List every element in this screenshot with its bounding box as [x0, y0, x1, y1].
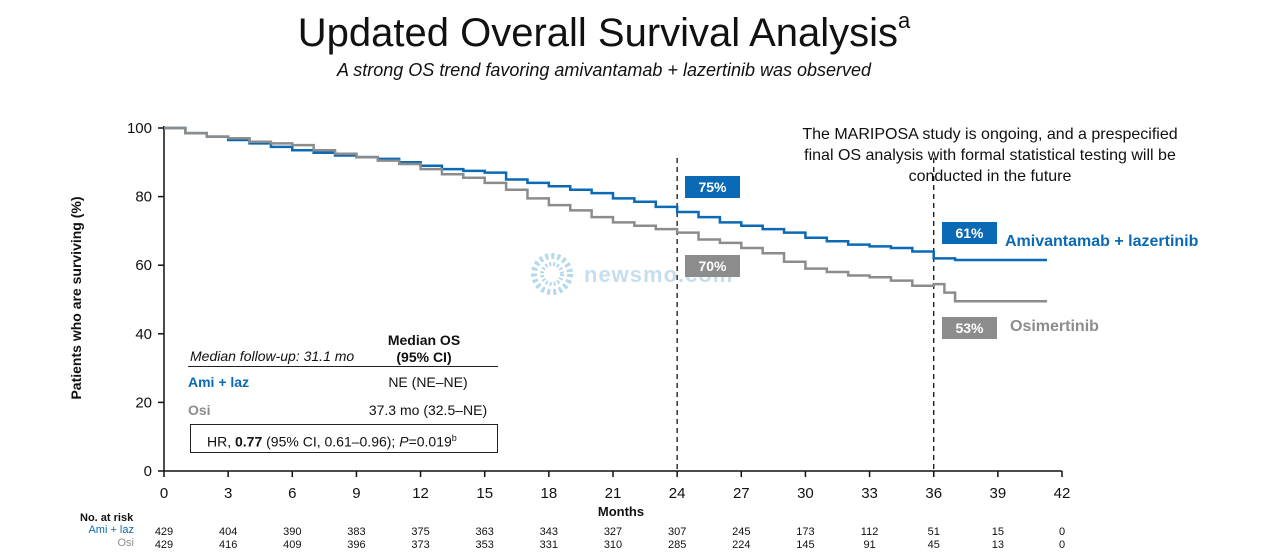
badge-ami-36: 61%: [942, 222, 997, 244]
risk-value-osi: 373: [411, 539, 429, 551]
badge-ami-24: 75%: [685, 176, 740, 198]
watermark-logo-icon: [531, 253, 573, 295]
x-tick-label: 33: [861, 485, 878, 502]
risk-value-osi: 285: [668, 539, 686, 551]
risk-value-osi: 0: [1059, 539, 1065, 551]
risk-name-ami: Ami + laz: [88, 524, 134, 536]
x-tick-label: 27: [733, 485, 750, 502]
risk-value-osi: 310: [604, 539, 622, 551]
slide-subtitle: A strong OS trend favoring amivantamab +…: [336, 60, 872, 80]
risk-value-osi: 409: [283, 539, 301, 551]
y-axis-label: Patients who are surviving (%): [68, 196, 84, 400]
x-tick-label: 42: [1054, 485, 1071, 502]
hr-value: 0.77: [235, 433, 263, 450]
slide-title: Updated Overall Survival Analysisa: [0, 8, 1208, 56]
risk-value-ami: 0: [1059, 526, 1065, 538]
risk-value-ami: 375: [411, 526, 429, 538]
series-line-osi: [164, 126, 1048, 303]
risk-table-values: 429 404 390 383 375 363 343 327 307 245 173 112 51 15…: [155, 526, 1065, 551]
median-os-header: Median OS (95% CI): [374, 332, 474, 366]
risk-value-ami: 343: [540, 526, 558, 538]
risk-value-ami: 15: [992, 526, 1004, 538]
x-tick-label: 30: [797, 485, 814, 502]
y-tick-label: 0: [144, 463, 152, 480]
risk-value-ami: 390: [283, 526, 301, 538]
p-label: P: [399, 433, 409, 450]
risk-value-ami: 112: [861, 526, 879, 538]
x-tick-label: 39: [990, 485, 1007, 502]
x-axis-label: Months: [598, 504, 644, 519]
risk-value-osi: 45: [928, 539, 940, 551]
legend-ami: Amivantamab + lazertinib: [1005, 233, 1199, 250]
row-label-ami: Ami + laz: [188, 374, 250, 390]
risk-value-osi: 224: [732, 539, 750, 551]
x-tick-label: 3: [224, 485, 232, 502]
risk-value-osi: 429: [155, 539, 173, 551]
badge-osi-36: 53%: [942, 317, 997, 339]
row-value-ami: NE (NE–NE): [388, 374, 468, 390]
risk-value-ami: 245: [732, 526, 750, 538]
title-footnote-marker: a: [898, 8, 911, 33]
risk-value-ami: 327: [604, 526, 622, 538]
badge-osi-24: 70%: [685, 255, 740, 277]
risk-value-osi: 331: [540, 539, 558, 551]
legend-osi: Osimertinib: [1010, 318, 1099, 335]
row-label-osi: Osi: [188, 402, 211, 418]
table-rule: [188, 366, 498, 367]
x-tick-label: 18: [541, 485, 558, 502]
risk-value-osi: 13: [992, 539, 1004, 551]
x-tick-label: 24: [669, 485, 686, 502]
risk-value-ami: 404: [219, 526, 237, 538]
study-note: The MARIPOSA study is ongoing, and a pre…: [802, 126, 1178, 185]
slide-title-text: Updated Overall Survival Analysis: [297, 11, 899, 55]
risk-value-ami: 51: [928, 526, 940, 538]
risk-table-title: No. at risk: [80, 512, 134, 524]
risk-value-osi: 416: [219, 539, 237, 551]
reference-lines: [676, 158, 935, 471]
x-tick-label: 6: [288, 485, 296, 502]
risk-value-ami: 383: [347, 526, 365, 538]
risk-value-ami: 307: [668, 526, 686, 538]
risk-value-osi: 91: [863, 539, 875, 551]
risk-value-osi: 353: [476, 539, 494, 551]
row-value-osi: 37.3 mo (32.5–NE): [368, 402, 488, 418]
risk-value-ami: 363: [476, 526, 494, 538]
hazard-ratio-box: HR, 0.77 (95% CI, 0.61–0.96); P=0.019b: [190, 424, 498, 453]
series-group: [164, 126, 1048, 303]
y-tick-label: 40: [135, 326, 152, 343]
risk-value-ami: 173: [796, 526, 814, 538]
x-tick-label: 15: [476, 485, 493, 502]
risk-value-ami: 429: [155, 526, 173, 538]
p-footnote-marker: b: [451, 433, 457, 443]
y-tick-label: 100: [127, 120, 152, 137]
y-tick-label: 80: [135, 189, 152, 206]
x-tick-label: 21: [605, 485, 622, 502]
x-tick-label: 36: [925, 485, 942, 502]
y-tick-label: 60: [135, 257, 152, 274]
follow-up-label: Median follow-up: 31.1 mo: [190, 348, 355, 364]
x-tick-label: 12: [412, 485, 429, 502]
p-value: =0.019: [408, 433, 452, 450]
median-os-header-line2: (95% CI): [396, 349, 452, 365]
x-tick-label: 9: [352, 485, 360, 502]
x-tick-label: 0: [160, 485, 168, 502]
hr-prefix: HR,: [207, 433, 235, 450]
risk-value-osi: 396: [347, 539, 365, 551]
hr-ci: (95% CI, 0.61–0.96);: [262, 433, 400, 450]
y-tick-label: 20: [135, 394, 152, 411]
risk-name-osi: Osi: [117, 537, 135, 549]
risk-value-osi: 145: [796, 539, 814, 551]
median-os-header-line1: Median OS: [387, 332, 461, 348]
